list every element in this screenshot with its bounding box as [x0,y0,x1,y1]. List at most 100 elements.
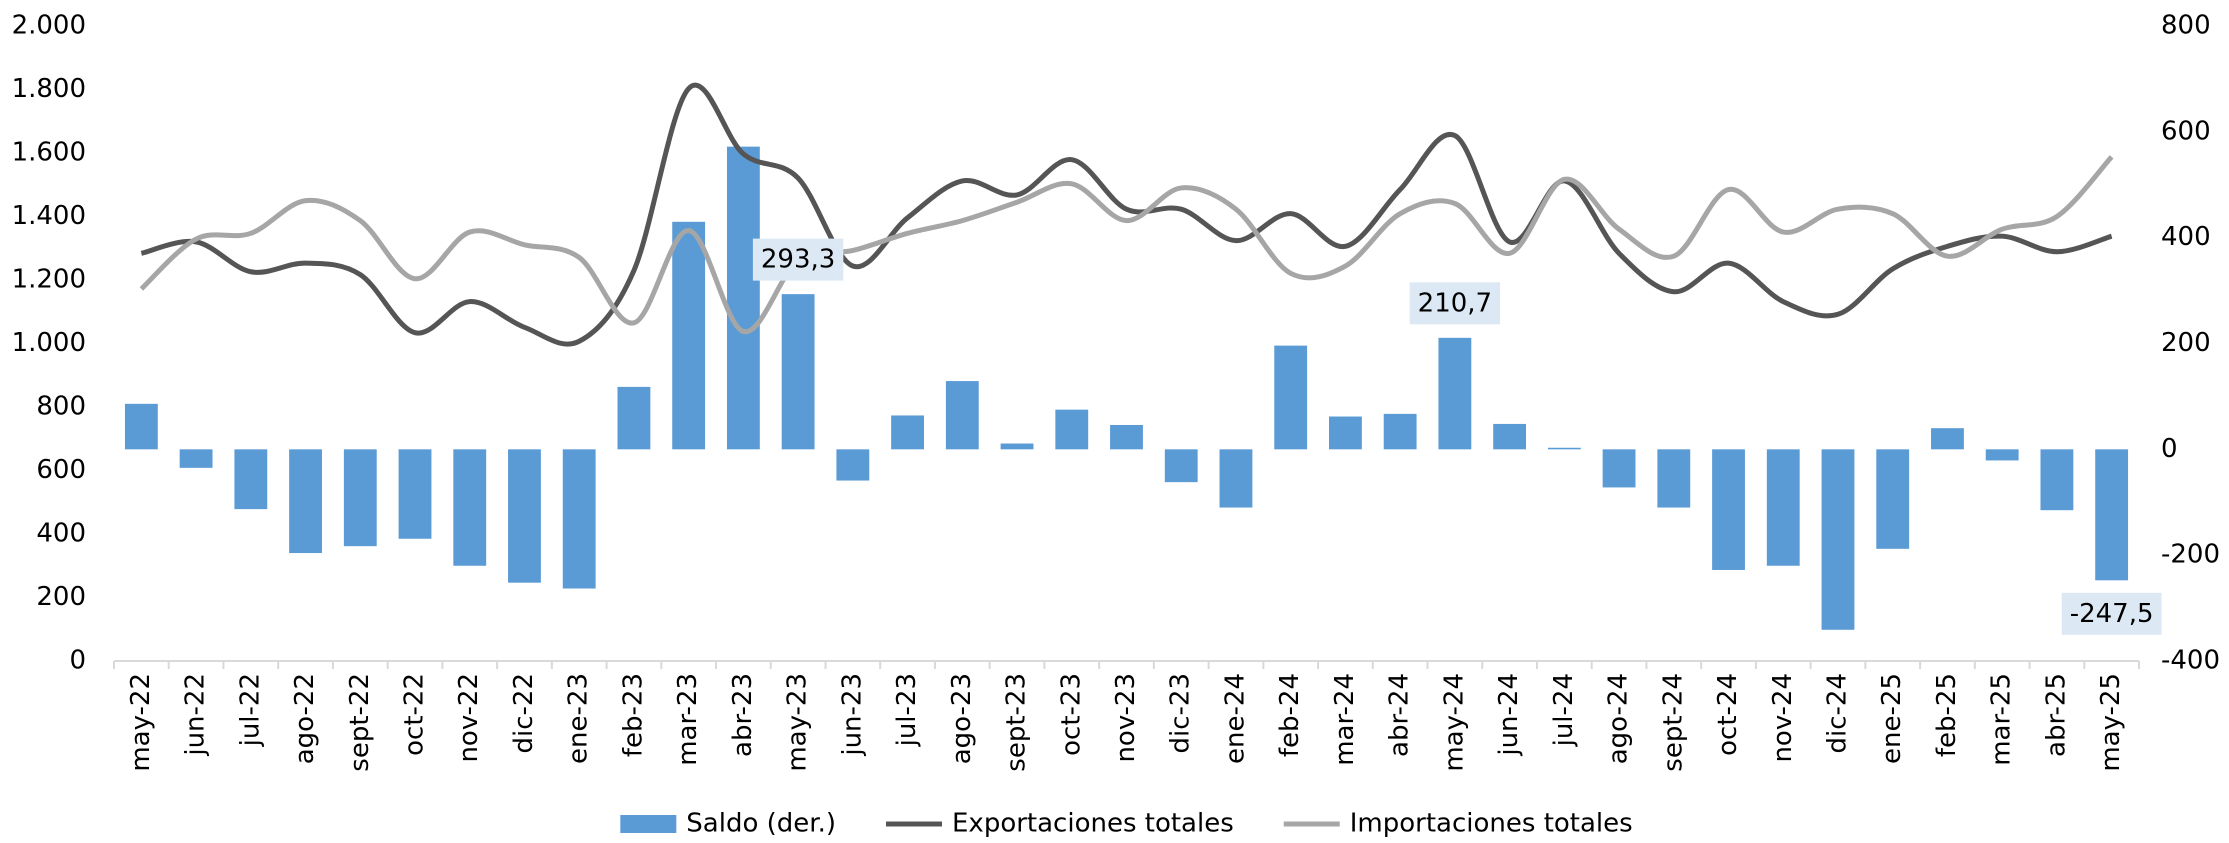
legend-label: Exportaciones totales [952,809,1234,839]
bar [1821,449,1855,630]
x-tick-label: ene-24 [1220,673,1250,764]
line [139,155,2114,334]
bar [1547,447,1581,450]
x-tick-label: jun-22 [181,673,211,757]
x-tick-label: feb-24 [1275,673,1305,757]
bar [289,449,322,554]
bar [1000,443,1034,450]
bar [1164,449,1198,483]
bar [1274,345,1308,450]
x-tick-label: may-22 [126,673,156,772]
x-tick-label: dic-24 [1822,673,1852,754]
bar [672,221,706,450]
bar [1438,337,1472,450]
data-label-box [2061,592,2162,635]
x-tick-label: abr-23 [728,673,758,757]
x-tick-label: sept-23 [1002,673,1032,772]
x-tick-label: dic-23 [1166,673,1196,754]
x-tick-label: ago-24 [1604,673,1634,764]
y-tick-label: 1.000 [12,328,86,358]
y2-tick-label: 400 [2161,222,2211,252]
x-tick-label: ago-22 [290,673,320,764]
bar [1383,413,1417,450]
x-tick-label: jul-22 [235,673,265,747]
y-tick-label: 1.200 [12,265,86,295]
x-tick-label: may-25 [2096,673,2126,772]
bar [1602,449,1636,488]
y-tick-label: 1.800 [12,74,86,104]
y2-tick-label: 800 [2161,11,2211,41]
x-tick-label: ene-23 [564,673,594,764]
y2-tick-label: 600 [2161,116,2211,146]
x-tick-label: nov-22 [454,673,484,763]
x-tick-label: mar-23 [673,673,703,766]
y-tick-label: 0 [69,646,86,676]
bar [2040,449,2074,511]
y-tick-label: 200 [36,582,86,612]
x-tick-label: nov-23 [1111,673,1141,763]
bar [2095,449,2129,581]
legend-label: Saldo (der.) [686,809,836,839]
x-tick-label: sept-22 [345,673,375,772]
bar [1329,416,1362,450]
legend-swatch [620,815,677,833]
bar [617,386,651,450]
x-tick-label: may-23 [783,673,813,772]
bar [1657,449,1691,508]
bar [781,294,815,450]
bar [1712,449,1745,570]
x-tick-label: nov-24 [1768,673,1798,763]
x-tick-label: may-24 [1439,673,1469,772]
data-label-group: -247,5 [2061,592,2162,635]
bar [124,403,158,450]
x-tick-label: oct-23 [1056,673,1086,756]
legend-label: Importaciones totales [1350,809,1633,839]
y-tick-label: 400 [36,519,86,549]
x-tick-label: sept-24 [1658,673,1688,772]
x-tick-label: mar-24 [1330,673,1360,766]
bar [1876,449,1910,549]
x-tick-label: jun-23 [837,673,867,757]
x-tick-label: abr-25 [2041,673,2071,757]
bar [343,449,377,547]
bar [234,449,268,510]
x-tick-label: abr-24 [1385,673,1415,757]
bar [1985,449,2019,461]
x-tick-label: ago-23 [947,673,977,764]
y-tick-label: 2.000 [12,11,86,41]
y-tick-label: 1.400 [12,201,86,231]
data-label-group: 210,7 [1409,282,1501,325]
bar [179,449,213,468]
bar [836,449,870,481]
bar [726,146,760,450]
bar [1493,423,1527,450]
data-label: -247,5 [2070,599,2154,629]
x-tick-label: jul-23 [892,673,922,747]
bar [891,415,924,450]
y-tick-label: 800 [36,392,86,422]
legend: Saldo (der.) Exportaciones totales Importa… [620,809,1633,839]
data-label-box [752,238,844,281]
bar [398,449,432,539]
bar [453,449,487,566]
x-tick-label: mar-25 [1987,673,2017,766]
x-tick-label: dic-22 [509,673,539,754]
y2-tick-label: 0 [2161,434,2178,464]
x-tick-label: jul-24 [1549,673,1579,747]
data-label: 210,7 [1418,288,1492,318]
data-label-box [1409,282,1501,325]
bar [1931,428,1964,450]
data-label: 293,3 [761,245,835,275]
y2-tick-label: 200 [2161,328,2211,358]
x-tick-label: oct-22 [400,673,430,756]
x-tick-label: jun-24 [1494,673,1524,757]
y2-tick-label: -200 [2161,540,2220,570]
x-tick-label: feb-25 [1932,673,1962,757]
bar [562,449,596,589]
bar [945,381,979,450]
bar [1110,424,1143,450]
x-tick-label: oct-24 [1713,673,1743,756]
x-tick-label: feb-23 [618,673,648,757]
